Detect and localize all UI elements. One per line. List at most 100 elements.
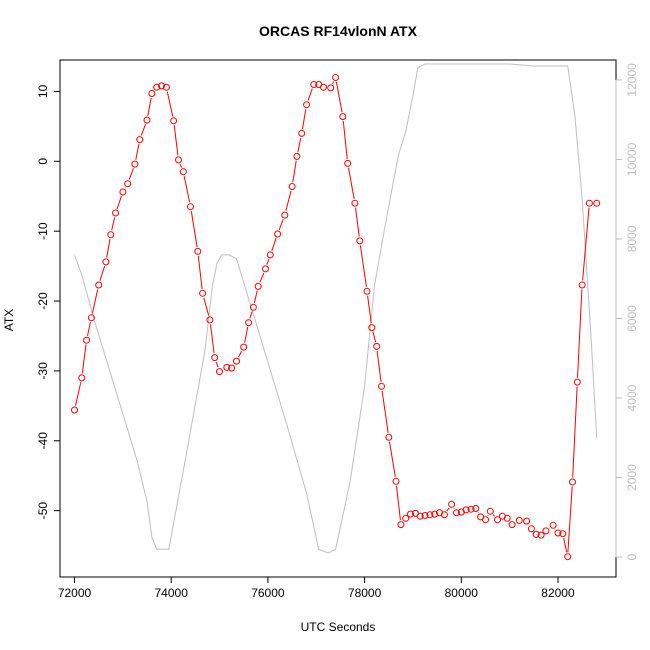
x-tick-label: 78000 [348,586,382,600]
data-point [573,378,581,386]
y-axis-label: ATX [2,309,16,331]
data-point [392,477,400,485]
data-point [585,199,593,207]
y-tick-label: 10 [36,84,50,98]
data-point [211,354,219,362]
data-point [339,113,347,121]
y-tick-label: -40 [36,432,50,450]
data-point [240,343,248,351]
data-point [281,211,289,219]
series-segment [135,144,140,160]
series-segment [359,245,367,287]
data-point [344,159,352,167]
series-segment [99,266,106,281]
data-point [569,478,576,486]
secondary-y-axis: 0 2000 4000 6000 8000 10000 12000 [615,63,639,560]
series-segment [446,507,450,512]
series-segment [285,190,292,211]
series-line-secondary [74,63,598,554]
data-point [320,83,327,91]
primary-series-layer [71,74,601,561]
data-point [131,160,139,168]
series-segment [140,124,146,136]
data-point [332,74,340,81]
y-tick-label: -50 [36,502,50,520]
data-point [78,374,86,382]
series-segment [577,289,583,378]
data-point [153,83,161,91]
series-segment [567,486,573,553]
data-point [431,510,439,518]
data-point [179,168,187,176]
series-segment [128,168,134,180]
y2-tick-label: 2000 [625,464,639,491]
data-point [233,357,240,365]
series-segment [75,382,82,406]
series-segment [266,259,270,265]
series-segment [190,211,198,248]
data-point [223,363,231,371]
series-segment [348,167,355,199]
y2-tick-label: 4000 [625,384,639,411]
series-segment [238,350,243,358]
series-segment [372,331,377,343]
data-point [378,382,385,390]
y-tick-label: -10 [36,222,50,240]
x-tick-label: 74000 [155,586,189,600]
series-segment [111,217,116,231]
series-segment [396,485,401,521]
series-segment [572,386,578,478]
y2-tick-label: 10000 [625,142,639,176]
data-point [407,510,414,518]
data-point [274,230,282,238]
series-segment [381,390,389,433]
data-point [351,199,359,207]
data-point [363,287,371,295]
series-segment [203,297,210,316]
data-point [310,81,318,88]
series-segment [244,327,249,343]
data-point [95,281,103,289]
data-point [356,237,364,245]
data-point [143,116,151,124]
data-point [564,553,572,561]
data-point [136,136,144,144]
x-tick-label: 72000 [58,586,92,600]
data-point [426,511,434,519]
data-point [245,319,253,327]
y-tick-label: 0 [36,158,50,165]
series-segment [215,361,219,368]
data-point [194,247,202,255]
series-segment [278,219,284,230]
series-segment [116,196,122,209]
series-segment [173,125,179,156]
data-point [303,101,311,109]
series-segment [389,441,396,477]
series-segment [355,207,360,237]
data-point [467,505,475,513]
y2-tick-label: 0 [625,553,639,560]
data-point [416,512,424,520]
series-segment [342,121,348,159]
series-segment [259,272,265,283]
data-point [453,509,460,517]
data-point [527,525,535,533]
series-segment [582,207,590,281]
series-segment [492,514,495,517]
data-point [508,521,516,529]
data-point [298,129,306,137]
y2-tick-label: 12000 [625,63,639,97]
chart-title: ORCAS RF14vlonN ATX [259,23,418,39]
data-point [368,324,376,332]
data-point [482,516,489,524]
data-point [578,281,586,289]
y-tick-label: -20 [36,292,50,310]
series-segment [563,537,568,553]
data-point [199,289,207,297]
data-point [119,188,127,196]
x-tick-label: 76000 [251,586,285,600]
data-point [373,342,381,350]
data-point [266,251,274,259]
y2-tick-label: 6000 [625,305,639,332]
x-tick-label: 80000 [445,586,479,600]
